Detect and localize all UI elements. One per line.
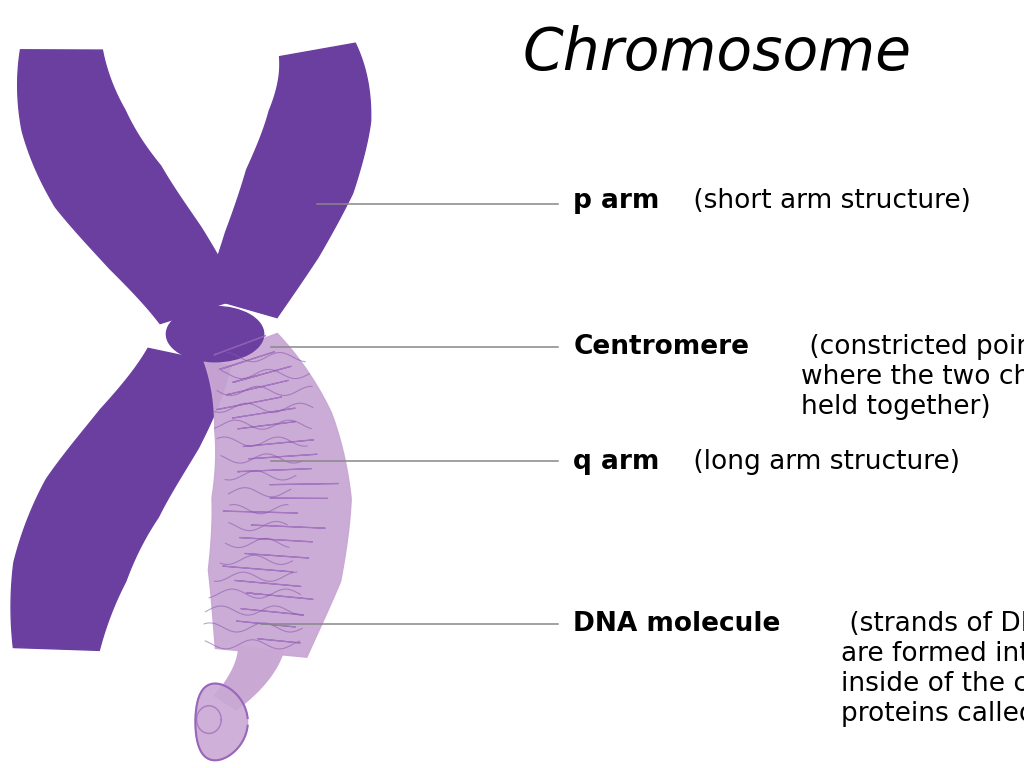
Text: Centromere: Centromere xyxy=(573,334,750,360)
Polygon shape xyxy=(196,684,248,760)
Text: Chromosome: Chromosome xyxy=(522,25,911,82)
Ellipse shape xyxy=(166,306,264,362)
Text: (short arm structure): (short arm structure) xyxy=(685,188,971,214)
Polygon shape xyxy=(214,647,284,710)
Polygon shape xyxy=(204,333,351,657)
Polygon shape xyxy=(17,50,240,323)
Text: p arm: p arm xyxy=(573,188,659,214)
Text: (long arm structure): (long arm structure) xyxy=(685,449,959,475)
Polygon shape xyxy=(11,349,230,650)
Text: DNA molecule: DNA molecule xyxy=(573,611,781,637)
Text: (strands of DNA
are formed into compact structures
inside of the chromosome by
p: (strands of DNA are formed into compact … xyxy=(841,611,1024,727)
Text: (constricted point
where the two chromatids are
held together): (constricted point where the two chromat… xyxy=(801,334,1024,420)
Text: q arm: q arm xyxy=(573,449,659,475)
Polygon shape xyxy=(205,43,371,318)
